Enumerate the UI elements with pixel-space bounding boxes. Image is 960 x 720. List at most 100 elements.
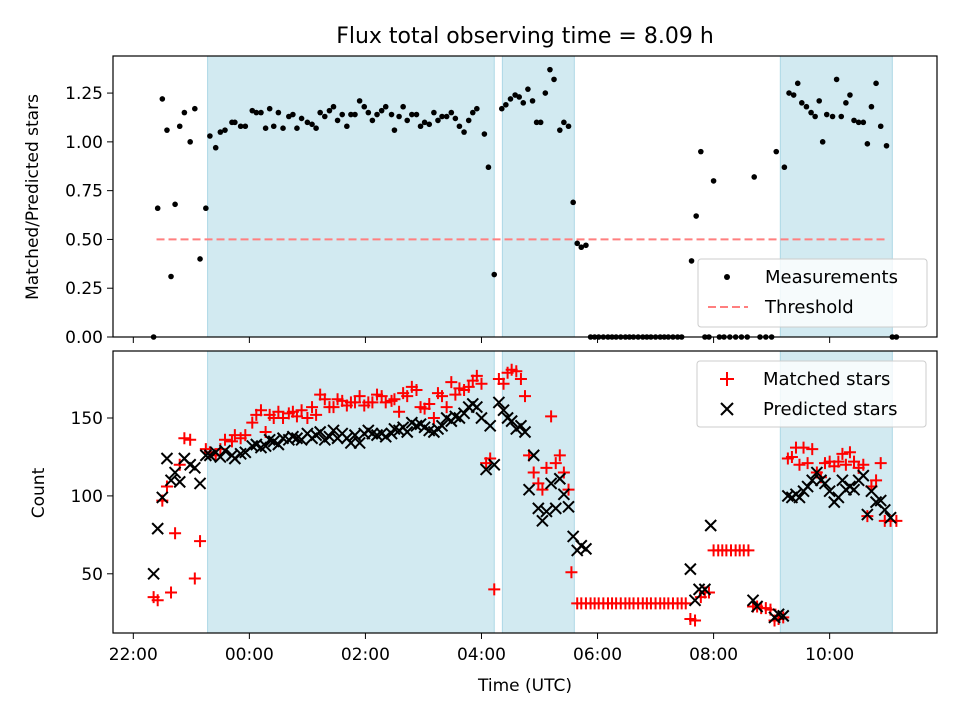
predicted-point bbox=[353, 436, 366, 450]
measurement-point bbox=[491, 271, 498, 278]
y-tick-label: 1.25 bbox=[65, 84, 103, 104]
measurement-point bbox=[833, 76, 840, 83]
measurement-point bbox=[448, 109, 455, 116]
matched-point bbox=[679, 597, 692, 610]
predicted-point bbox=[479, 463, 493, 476]
matched-point bbox=[488, 583, 501, 596]
matched-point bbox=[553, 449, 566, 462]
measurement-point bbox=[798, 100, 805, 106]
predicted-point bbox=[857, 469, 870, 482]
measurement-point bbox=[498, 105, 505, 112]
matched-point bbox=[801, 457, 814, 470]
predicted-point bbox=[259, 439, 272, 453]
predicted-point bbox=[544, 477, 558, 490]
legend-threshold-label: Threshold bbox=[764, 297, 854, 318]
predicted-point bbox=[214, 450, 227, 464]
y-tick-label: 0.00 bbox=[65, 328, 103, 348]
measurement-point bbox=[334, 117, 341, 124]
matched-point bbox=[870, 474, 883, 487]
measurement-point bbox=[369, 117, 376, 124]
measurement-point bbox=[404, 117, 411, 124]
measurement-point bbox=[294, 125, 300, 132]
x-tick-label: 00:00 bbox=[225, 645, 274, 665]
measurement-point bbox=[396, 113, 402, 120]
measurement-point bbox=[533, 119, 540, 126]
x-tick-label: 10:00 bbox=[805, 645, 854, 665]
measurement-point bbox=[710, 178, 717, 184]
x-tick-label: 02:00 bbox=[341, 645, 390, 665]
measurement-point bbox=[176, 123, 183, 130]
measurement-point bbox=[781, 164, 788, 171]
measurement-point bbox=[452, 115, 459, 122]
measurement-point bbox=[557, 127, 563, 133]
predicted-point bbox=[557, 488, 571, 501]
predicted-point bbox=[286, 430, 300, 443]
measurement-point bbox=[322, 113, 328, 120]
predicted-point bbox=[810, 466, 824, 479]
measurement-point bbox=[154, 205, 161, 212]
measurement-point bbox=[374, 111, 380, 118]
predicted-point bbox=[684, 562, 697, 576]
measurement-point bbox=[232, 119, 238, 126]
top-panel-frame bbox=[112, 55, 938, 338]
bottom-panel: 50 100 150 22:00 00:00 02:00 04:00 06:00 08:00 1… bbox=[29, 350, 938, 696]
measurement-point bbox=[583, 242, 589, 249]
matched-point bbox=[449, 388, 462, 401]
measurement-point bbox=[877, 123, 884, 130]
x-tick-label: 04:00 bbox=[457, 645, 506, 665]
measurement-point bbox=[873, 80, 879, 87]
measurement-point bbox=[542, 90, 549, 96]
measurement-point bbox=[456, 123, 463, 130]
measurement-point bbox=[773, 148, 780, 155]
top-panel: 0.00 0.25 0.50 0.75 1.00 1.25 Matched/Predict… bbox=[23, 55, 938, 348]
matched-point bbox=[165, 586, 178, 599]
predicted-point bbox=[400, 425, 414, 439]
y-tick-label: 0.50 bbox=[65, 230, 103, 250]
predicted-point bbox=[497, 403, 510, 417]
predicted-point bbox=[777, 609, 790, 623]
measurement-point bbox=[847, 92, 853, 98]
measurement-point bbox=[237, 123, 244, 130]
matched-point bbox=[832, 455, 845, 468]
measurement-points bbox=[150, 66, 900, 340]
measurement-point bbox=[565, 123, 572, 130]
measurement-point bbox=[693, 213, 699, 219]
predicted-point bbox=[750, 600, 764, 613]
measurement-point bbox=[525, 86, 531, 92]
bottom-y-ticks: 50 100 150 bbox=[71, 409, 113, 585]
bottom-legend-box bbox=[696, 360, 927, 428]
y-tick-label: 100 bbox=[71, 487, 103, 507]
matched-point bbox=[836, 447, 849, 460]
measurement-point bbox=[808, 109, 814, 116]
measurement-point bbox=[698, 148, 704, 155]
bottom-y-axis-label: Count bbox=[29, 467, 49, 518]
predicted-point bbox=[865, 485, 878, 498]
matched-point bbox=[689, 614, 702, 627]
predicted-point bbox=[151, 522, 164, 535]
measurement-point bbox=[222, 127, 228, 133]
y-tick-label: 1.00 bbox=[65, 133, 103, 153]
measurement-point bbox=[217, 129, 224, 135]
matched-point bbox=[536, 483, 549, 496]
predicted-point bbox=[562, 500, 575, 514]
matched-point bbox=[470, 369, 483, 382]
measurement-point bbox=[258, 109, 264, 116]
measurement-point bbox=[382, 103, 389, 110]
predicted-point bbox=[536, 514, 549, 528]
matched-point bbox=[848, 455, 861, 468]
x-tick-label: 06:00 bbox=[573, 645, 622, 665]
y-tick-label: 0.25 bbox=[65, 279, 103, 299]
predicted-point bbox=[156, 491, 169, 504]
measurement-point bbox=[344, 123, 350, 130]
matched-point bbox=[295, 404, 308, 417]
matched-point bbox=[857, 458, 870, 471]
measurement-point bbox=[561, 119, 567, 126]
predicted-point bbox=[160, 452, 174, 465]
matched-point bbox=[436, 390, 449, 403]
measurement-point bbox=[421, 119, 428, 126]
measurement-point bbox=[578, 244, 585, 251]
legend-matched-label: Matched stars bbox=[763, 369, 890, 390]
measurement-point bbox=[378, 107, 385, 114]
measurement-point bbox=[207, 133, 213, 139]
matched-point bbox=[527, 466, 540, 479]
